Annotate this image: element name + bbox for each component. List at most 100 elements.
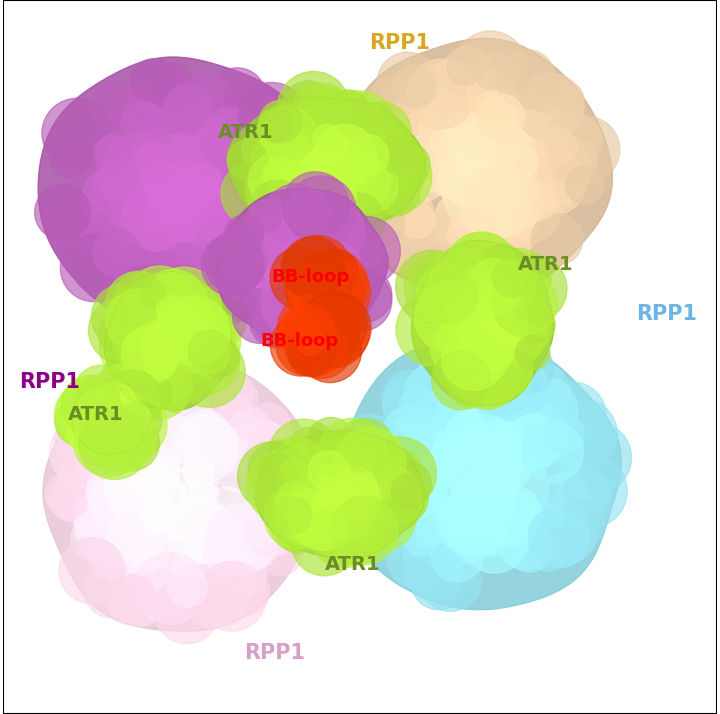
Circle shape (429, 163, 463, 197)
Circle shape (250, 293, 304, 348)
Circle shape (441, 327, 505, 391)
Circle shape (130, 221, 184, 275)
Circle shape (224, 87, 277, 141)
Circle shape (87, 365, 159, 436)
Circle shape (103, 251, 154, 302)
Circle shape (228, 555, 266, 594)
Circle shape (495, 104, 536, 145)
Circle shape (451, 529, 485, 563)
Circle shape (336, 152, 390, 206)
Circle shape (302, 258, 371, 327)
Circle shape (491, 353, 529, 391)
Circle shape (49, 474, 96, 522)
Circle shape (404, 64, 469, 130)
Circle shape (73, 418, 107, 453)
Circle shape (477, 359, 530, 411)
Circle shape (118, 316, 145, 342)
Circle shape (365, 452, 391, 478)
Circle shape (369, 456, 398, 484)
Circle shape (122, 183, 190, 251)
Circle shape (104, 416, 159, 471)
Circle shape (339, 414, 402, 478)
Circle shape (323, 492, 380, 548)
Circle shape (89, 405, 156, 472)
Circle shape (103, 246, 158, 301)
Circle shape (474, 518, 511, 556)
Circle shape (167, 323, 240, 396)
Circle shape (462, 423, 494, 456)
Circle shape (292, 248, 354, 309)
Circle shape (376, 140, 426, 190)
Circle shape (356, 182, 382, 208)
Circle shape (233, 289, 287, 343)
Circle shape (204, 202, 259, 258)
Circle shape (449, 441, 520, 513)
Circle shape (199, 203, 264, 268)
Circle shape (434, 383, 505, 454)
Circle shape (174, 336, 246, 408)
Circle shape (316, 333, 343, 359)
Circle shape (246, 450, 318, 522)
Circle shape (170, 201, 218, 249)
Circle shape (445, 233, 517, 304)
Circle shape (478, 285, 505, 311)
Circle shape (86, 526, 134, 574)
Circle shape (315, 250, 359, 293)
Circle shape (219, 132, 283, 196)
Circle shape (509, 181, 538, 210)
Circle shape (457, 372, 485, 401)
Circle shape (554, 455, 627, 528)
Circle shape (500, 181, 561, 242)
Circle shape (387, 527, 450, 589)
Circle shape (89, 497, 136, 544)
Circle shape (438, 486, 510, 558)
Circle shape (521, 149, 587, 215)
Circle shape (271, 315, 332, 376)
Circle shape (284, 92, 324, 132)
Circle shape (171, 98, 236, 163)
Circle shape (286, 176, 356, 246)
Circle shape (215, 430, 256, 471)
Circle shape (486, 346, 532, 391)
Circle shape (78, 376, 119, 417)
Circle shape (78, 384, 138, 444)
Polygon shape (337, 39, 613, 293)
Circle shape (399, 383, 427, 411)
Circle shape (409, 80, 439, 111)
Circle shape (123, 506, 170, 553)
Circle shape (293, 276, 334, 316)
Circle shape (77, 221, 120, 263)
Circle shape (310, 506, 347, 543)
Circle shape (296, 291, 367, 361)
Circle shape (269, 441, 320, 493)
Circle shape (148, 292, 199, 343)
Circle shape (106, 271, 171, 336)
Circle shape (224, 215, 264, 255)
Circle shape (516, 134, 590, 208)
Circle shape (357, 462, 400, 505)
Circle shape (447, 501, 497, 550)
Circle shape (244, 198, 297, 252)
Circle shape (287, 191, 321, 223)
Circle shape (447, 209, 500, 262)
Circle shape (459, 290, 490, 320)
Circle shape (186, 174, 220, 207)
Circle shape (323, 483, 358, 518)
Circle shape (86, 468, 132, 513)
Circle shape (318, 281, 363, 326)
Circle shape (104, 521, 163, 580)
Circle shape (222, 269, 267, 313)
Circle shape (60, 235, 127, 302)
Circle shape (213, 386, 240, 413)
Circle shape (360, 478, 403, 521)
Circle shape (252, 433, 312, 495)
Circle shape (410, 501, 480, 570)
Circle shape (359, 135, 407, 183)
Circle shape (106, 289, 168, 352)
Circle shape (455, 491, 503, 539)
Circle shape (485, 244, 522, 281)
Circle shape (160, 380, 195, 416)
Circle shape (102, 346, 172, 416)
Circle shape (290, 332, 332, 374)
Circle shape (165, 496, 233, 564)
